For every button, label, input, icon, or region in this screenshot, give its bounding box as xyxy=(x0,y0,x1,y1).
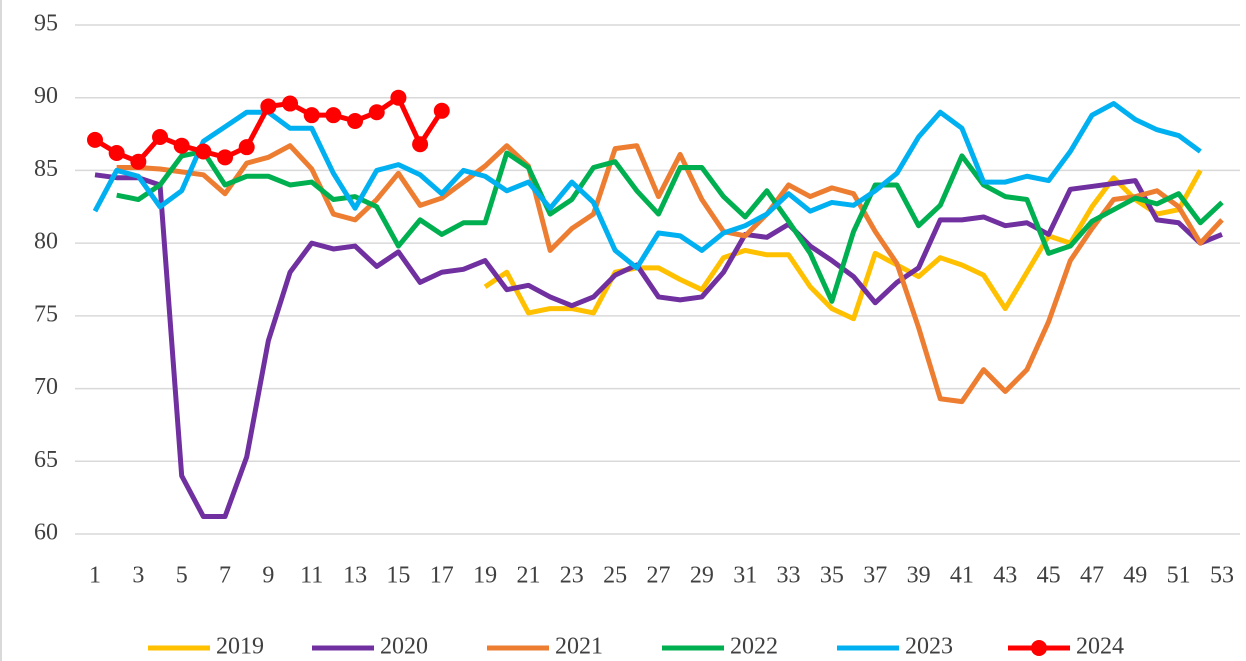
x-tick-label: 7 xyxy=(219,563,231,589)
x-tick-label: 15 xyxy=(386,563,410,589)
series-marker xyxy=(173,137,190,154)
y-tick-label: 70 xyxy=(34,374,58,400)
y-tick-label: 60 xyxy=(34,520,58,546)
x-tick-label: 49 xyxy=(1123,563,1147,589)
x-tick-label: 51 xyxy=(1167,563,1191,589)
series-marker xyxy=(87,131,103,148)
series-marker xyxy=(347,112,364,129)
series-line xyxy=(483,169,1203,322)
y-tick-label: 80 xyxy=(34,229,58,255)
x-tick-label: 39 xyxy=(907,563,931,589)
y-tick-label: 65 xyxy=(34,447,58,473)
legend-label: 2019 xyxy=(216,634,264,660)
series-marker xyxy=(195,143,212,160)
x-tick-label: 35 xyxy=(820,563,844,589)
y-tick-label: 85 xyxy=(34,156,58,182)
x-tick-label: 21 xyxy=(516,563,540,589)
x-tick-label: 33 xyxy=(777,563,801,589)
series-marker xyxy=(108,144,125,161)
series-marker xyxy=(260,98,277,115)
x-tick-label: 5 xyxy=(176,563,188,589)
series-marker xyxy=(282,95,299,112)
legend-label: 2021 xyxy=(555,634,603,660)
x-tick-label: 9 xyxy=(262,563,274,589)
x-tick-label: 23 xyxy=(560,563,584,589)
series-marker xyxy=(130,153,147,170)
series-marker xyxy=(325,107,342,124)
series-marker xyxy=(303,107,320,124)
x-tick-label: 13 xyxy=(343,563,367,589)
series-line xyxy=(92,101,1202,271)
x-tick-label: 43 xyxy=(993,563,1017,589)
series-marker xyxy=(152,128,169,145)
series-marker xyxy=(368,104,385,121)
x-tick-label: 27 xyxy=(647,563,671,589)
x-tick-label: 47 xyxy=(1080,563,1104,589)
series-marker xyxy=(217,149,234,166)
x-tick-label: 29 xyxy=(690,563,714,589)
legend-label: 2024 xyxy=(1076,634,1124,660)
series-line xyxy=(116,149,1224,304)
x-tick-label: 25 xyxy=(603,563,627,589)
legend-marker xyxy=(1031,640,1047,656)
series-line xyxy=(116,143,1224,405)
x-tick-label: 37 xyxy=(863,563,887,589)
legend-label: 2022 xyxy=(730,634,778,660)
series-line xyxy=(94,172,1223,520)
x-tick-label: 3 xyxy=(132,563,144,589)
x-tick-label: 31 xyxy=(733,563,757,589)
x-tick-label: 19 xyxy=(473,563,497,589)
series-marker xyxy=(433,102,450,119)
series-marker xyxy=(412,136,429,153)
series-marker xyxy=(390,89,407,106)
y-tick-label: 95 xyxy=(34,11,58,37)
x-tick-label: 17 xyxy=(430,563,454,589)
series-marker xyxy=(238,139,255,156)
x-tick-label: 11 xyxy=(300,563,323,589)
legend-label: 2023 xyxy=(905,634,953,660)
y-tick-label: 75 xyxy=(34,301,58,327)
y-tick-label: 90 xyxy=(34,83,58,109)
legend-label: 2020 xyxy=(380,634,428,660)
x-tick-label: 53 xyxy=(1210,563,1234,589)
x-tick-label: 45 xyxy=(1037,563,1061,589)
x-tick-label: 41 xyxy=(950,563,974,589)
x-tick-label: 1 xyxy=(89,563,101,589)
